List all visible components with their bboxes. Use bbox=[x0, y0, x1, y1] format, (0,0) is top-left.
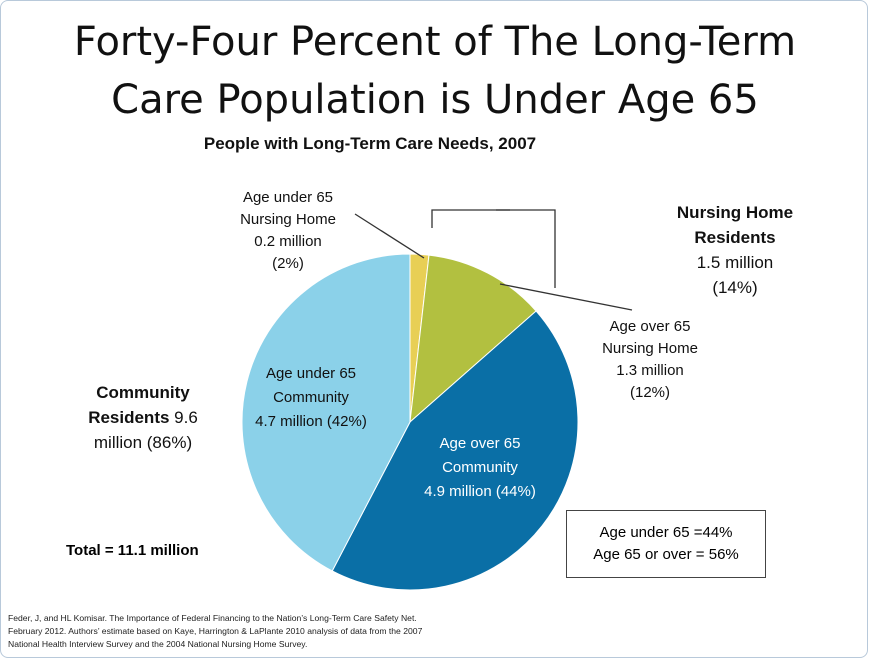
label-line: Community bbox=[273, 389, 349, 406]
label-span: 9.6 bbox=[169, 408, 198, 427]
label-line: Community bbox=[96, 383, 190, 402]
leader-line-under65-nh bbox=[354, 213, 425, 259]
nursing-home-bracket bbox=[431, 209, 556, 288]
source-line: Feder, J, and HL Komisar. The Importance… bbox=[8, 613, 417, 623]
label-community-residents: Community Residents 9.6 million (86%) bbox=[68, 380, 218, 455]
label-line: Nursing Home bbox=[240, 211, 336, 228]
label-over65-community: Age over 65 Community 4.9 million (44%) bbox=[400, 432, 560, 504]
summary-line: Age under 65 =44% bbox=[599, 524, 733, 541]
label-under65-community: Age under 65 Community 4.7 million (42%) bbox=[236, 362, 386, 434]
label-line: Community bbox=[442, 459, 518, 476]
chart-title: People with Long-Term Care Needs, 2007 bbox=[203, 134, 537, 153]
pie-slice-2 bbox=[331, 310, 579, 591]
label-line: (2%) bbox=[272, 255, 304, 272]
label-line: million (86%) bbox=[93, 433, 193, 452]
slide-title-line-2: Care Population is Under Age 65 bbox=[111, 77, 759, 123]
source-line: National Health Interview Survey and the… bbox=[8, 639, 308, 649]
pie-slices bbox=[241, 253, 579, 591]
summary-line: Age 65 or over = 56% bbox=[593, 546, 739, 563]
label-line: Age under 65 bbox=[242, 189, 334, 206]
label-line: 4.9 million (44%) bbox=[424, 483, 536, 500]
pie-slice-3 bbox=[241, 253, 411, 572]
source-citation: Feder, J, and HL Komisar. The Importance… bbox=[8, 612, 608, 651]
label-line: Residents bbox=[694, 228, 776, 247]
label-line: (12%) bbox=[629, 384, 670, 401]
total-label: Total = 11.1 million bbox=[66, 542, 199, 559]
label-line: 1.5 million bbox=[696, 253, 774, 272]
label-line: (14%) bbox=[712, 278, 758, 297]
pie-slice-1 bbox=[409, 254, 537, 424]
slide-title-line-1: Forty-Four Percent of The Long-Term bbox=[73, 19, 797, 65]
label-nursing-home-residents: Nursing Home Residents 1.5 million (14%) bbox=[660, 200, 810, 300]
label-line: Nursing Home bbox=[602, 340, 698, 357]
label-line: 1.3 million bbox=[616, 362, 684, 379]
age-summary-box: Age under 65 =44% Age 65 or over = 56% bbox=[566, 510, 766, 578]
label-line: 4.7 million (42%) bbox=[255, 413, 367, 430]
label-under65-nursing-home: Age under 65 Nursing Home 0.2 million (2… bbox=[208, 187, 368, 275]
label-line: Age under 65 bbox=[265, 365, 357, 382]
label-span: Residents bbox=[88, 408, 170, 427]
label-line: Age over 65 bbox=[609, 318, 691, 335]
leader-line-over65-nh bbox=[499, 283, 633, 311]
label-line: Nursing Home bbox=[676, 203, 794, 222]
label-over65-nursing-home: Age over 65 Nursing Home 1.3 million (12… bbox=[570, 316, 730, 404]
source-line: February 2012. Authors’ estimate based o… bbox=[8, 626, 423, 636]
label-line: 0.2 million bbox=[254, 233, 322, 250]
label-line: Age over 65 bbox=[439, 435, 521, 452]
